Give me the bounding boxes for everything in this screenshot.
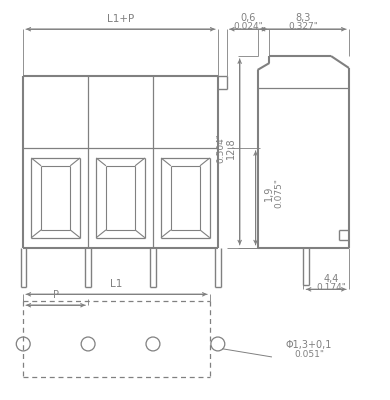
Text: 1,9: 1,9	[264, 185, 273, 200]
Text: 12,8: 12,8	[226, 137, 236, 159]
Text: P: P	[53, 290, 58, 300]
Text: 8,3: 8,3	[296, 13, 311, 23]
Text: 0.075": 0.075"	[274, 178, 283, 208]
Text: 0.051": 0.051"	[294, 350, 324, 359]
Text: 0.024": 0.024"	[233, 22, 263, 31]
Text: 0.327": 0.327"	[288, 22, 318, 31]
Text: L1+P: L1+P	[107, 14, 134, 24]
Text: 0,6: 0,6	[240, 13, 256, 23]
Text: Φ1,3+0,1: Φ1,3+0,1	[286, 340, 332, 350]
Text: L1: L1	[110, 279, 123, 289]
Text: 4,4: 4,4	[323, 274, 339, 284]
Text: 0.504": 0.504"	[216, 133, 225, 163]
Text: 0.174": 0.174"	[316, 283, 346, 292]
